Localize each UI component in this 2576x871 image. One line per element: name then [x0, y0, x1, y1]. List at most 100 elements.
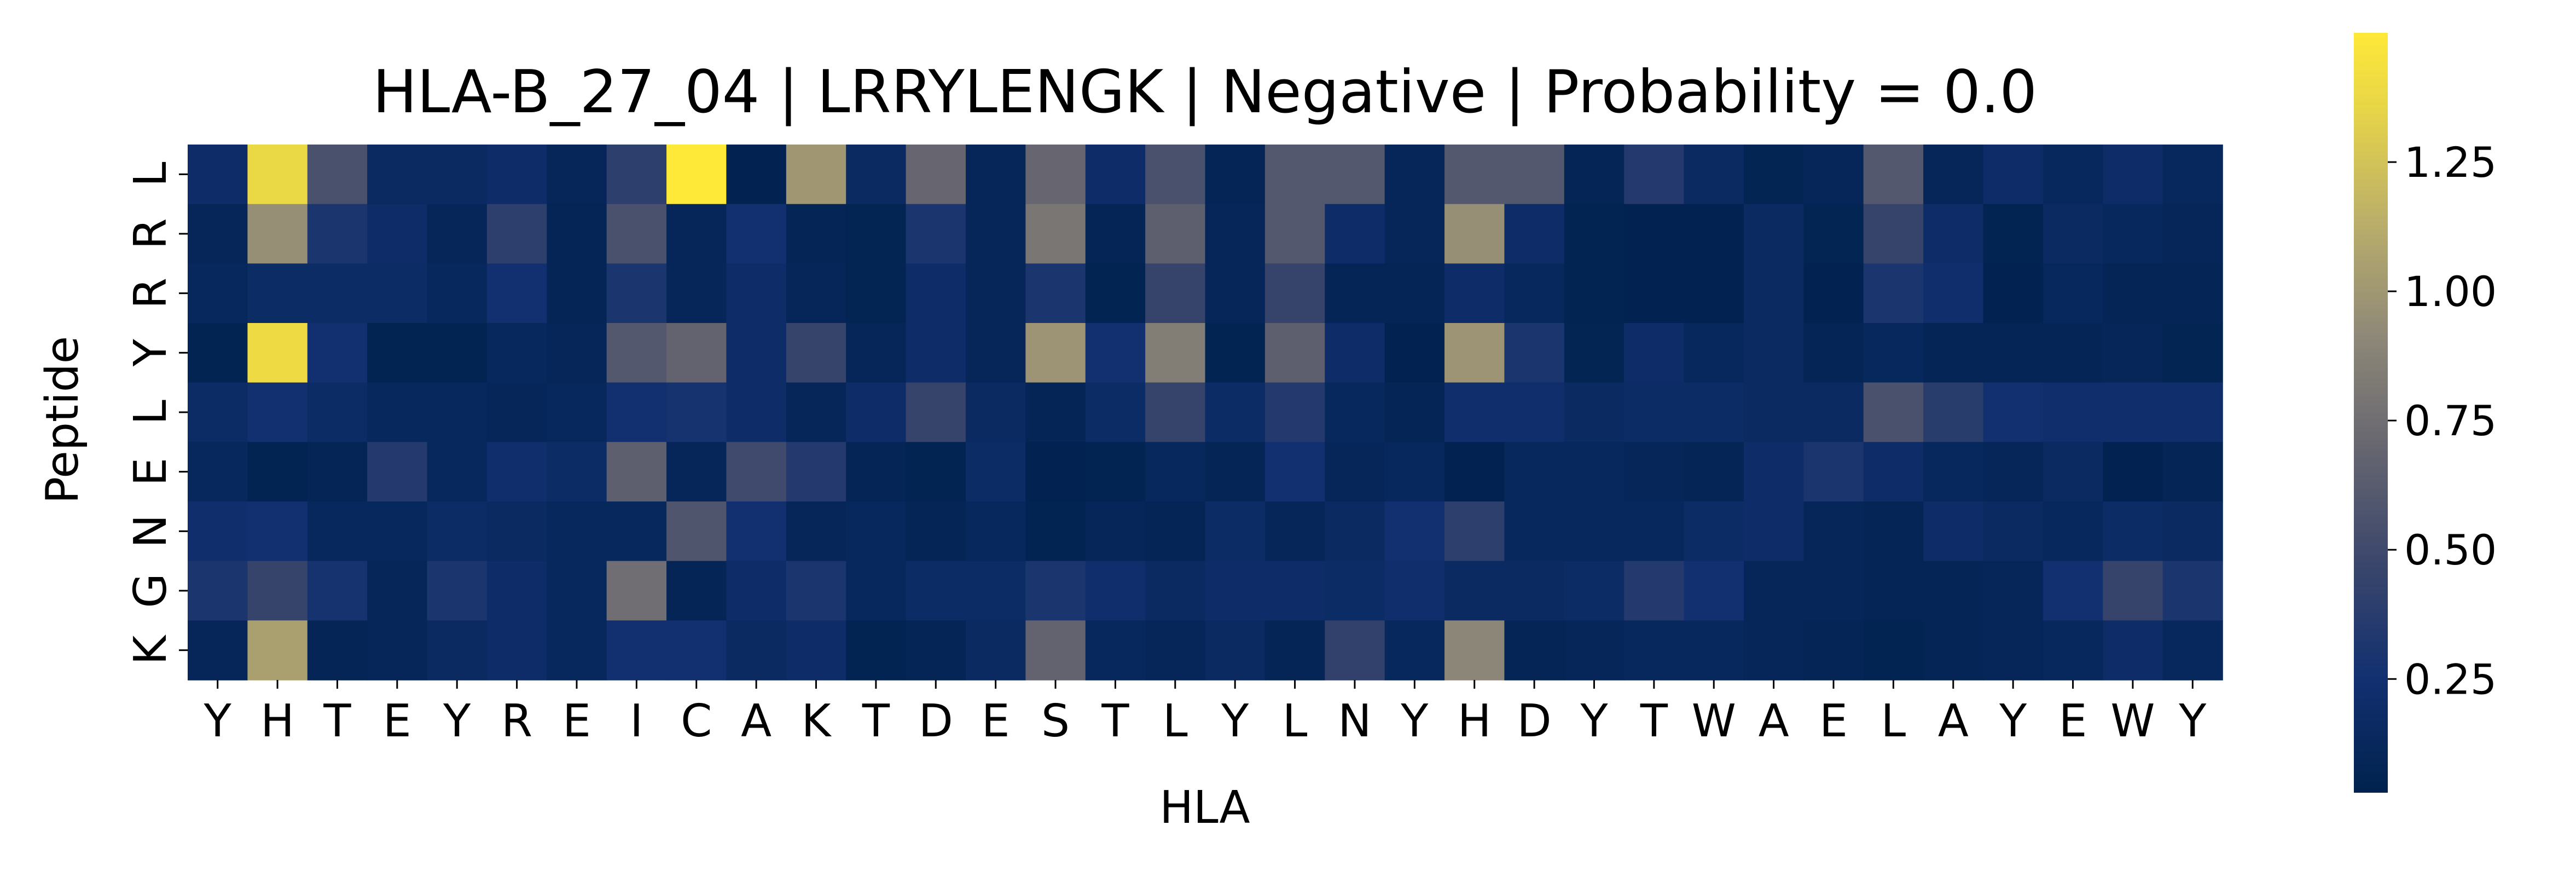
heatmap-cell [1684, 382, 1744, 443]
heatmap-cell [1444, 501, 1505, 562]
heatmap-cell [1983, 561, 2044, 621]
heatmap-cell [486, 145, 548, 205]
colorbar [2354, 33, 2388, 793]
heatmap-cell [1624, 204, 1685, 264]
heatmap-cell [606, 382, 667, 443]
heatmap-cell [1264, 561, 1326, 621]
heatmap-cell [726, 620, 787, 680]
heatmap-cell [1444, 323, 1505, 383]
heatmap-cell [247, 442, 308, 502]
heatmap-cell [486, 263, 548, 324]
heatmap-cell [1863, 501, 1924, 562]
heatmap-cell [606, 145, 667, 205]
heatmap-cell [1923, 620, 1984, 680]
heatmap-cell [1923, 561, 1984, 621]
heatmap-cell [2162, 382, 2223, 443]
heatmap-cell [1145, 620, 1206, 680]
heatmap-cell [726, 382, 787, 443]
heatmap-cell [1085, 263, 1146, 324]
heatmap-cell [666, 501, 727, 562]
heatmap-cell [367, 382, 428, 443]
heatmap-cell [965, 561, 1026, 621]
heatmap-cell [2043, 620, 2104, 680]
heatmap-cell [1145, 561, 1206, 621]
heatmap-cell [1145, 145, 1206, 205]
heatmap-cell [1264, 323, 1326, 383]
heatmap-cell [1803, 442, 1864, 502]
heatmap-cell [1863, 263, 1924, 324]
heatmap-cell [786, 323, 847, 383]
heatmap-cell [1983, 323, 2044, 383]
y-tick-label: R [125, 278, 177, 309]
heatmap-cell [427, 382, 488, 443]
heatmap-cell [1684, 442, 1744, 502]
heatmap-cell [846, 382, 907, 443]
x-tick-label: E [2059, 695, 2087, 747]
heatmap-cell [1624, 263, 1685, 324]
heatmap-cell [726, 442, 787, 502]
heatmap-cell [547, 620, 607, 680]
heatmap-cell [367, 145, 428, 205]
heatmap-cell [1504, 204, 1565, 264]
heatmap-cell [1564, 561, 1624, 621]
heatmap-cell [1025, 620, 1086, 680]
heatmap-cell [188, 323, 248, 383]
heatmap-cell [1504, 323, 1565, 383]
x-tick-label: T [1640, 695, 1668, 747]
y-tick-label: E [125, 458, 177, 486]
heatmap-cell [965, 204, 1026, 264]
heatmap-cell [547, 501, 607, 562]
heatmap-cell [1145, 204, 1206, 264]
heatmap-cell [726, 263, 787, 324]
heatmap-cell [1803, 561, 1864, 621]
colorbar-tick-label: 1.25 [2404, 138, 2497, 187]
y-tick-label: N [125, 515, 177, 548]
heatmap-cell [1624, 620, 1685, 680]
heatmap-cell [1025, 442, 1086, 502]
heatmap-cell [786, 382, 847, 443]
heatmap-cell [1384, 620, 1445, 680]
heatmap-cell [486, 442, 548, 502]
heatmap-cell [1743, 561, 1805, 621]
x-tick-label: W [2110, 695, 2155, 747]
heatmap-cell [906, 204, 966, 264]
heatmap-cell [247, 323, 308, 383]
colorbar-tick-label: 0.25 [2404, 655, 2497, 703]
heatmap-cell [1504, 442, 1565, 502]
heatmap-cell [1145, 263, 1206, 324]
heatmap-cell [1085, 501, 1146, 562]
heatmap-cell [1803, 263, 1864, 324]
heatmap-cell [367, 442, 428, 502]
heatmap-cell [1684, 561, 1744, 621]
heatmap-cell [606, 620, 667, 680]
heatmap-cell [965, 323, 1026, 383]
heatmap-cell [1564, 620, 1624, 680]
heatmap-cell [786, 620, 847, 680]
x-tick-label: S [1041, 695, 1070, 747]
heatmap-cell [1444, 145, 1505, 205]
heatmap-cell [1205, 323, 1266, 383]
heatmap-cell [846, 620, 907, 680]
colorbar-tick-label: 1.00 [2404, 267, 2497, 316]
heatmap-cell [1863, 442, 1924, 502]
heatmap-cells [188, 145, 2223, 680]
heatmap-cell [1983, 620, 2044, 680]
heatmap-cell [1863, 204, 1924, 264]
heatmap-cell [1384, 263, 1445, 324]
heatmap-cell [906, 145, 966, 205]
heatmap-cell [666, 204, 727, 264]
heatmap-cell [1983, 263, 2044, 324]
heatmap-cell [606, 501, 667, 562]
heatmap-cell [666, 263, 727, 324]
heatmap-cell [547, 323, 607, 383]
colorbar-ticks: 0.25 0.50 0.75 1.00 1.25 [2388, 138, 2497, 703]
heatmap-cell [1085, 145, 1146, 205]
heatmap-cell [965, 263, 1026, 324]
heatmap-cell [1684, 204, 1744, 264]
heatmap-cell [965, 382, 1026, 443]
heatmap-cell [1803, 620, 1864, 680]
x-tick-label: L [1163, 695, 1188, 747]
heatmap-cell [606, 442, 667, 502]
heatmap-cell [1923, 323, 1984, 383]
heatmap-cell [1205, 501, 1266, 562]
